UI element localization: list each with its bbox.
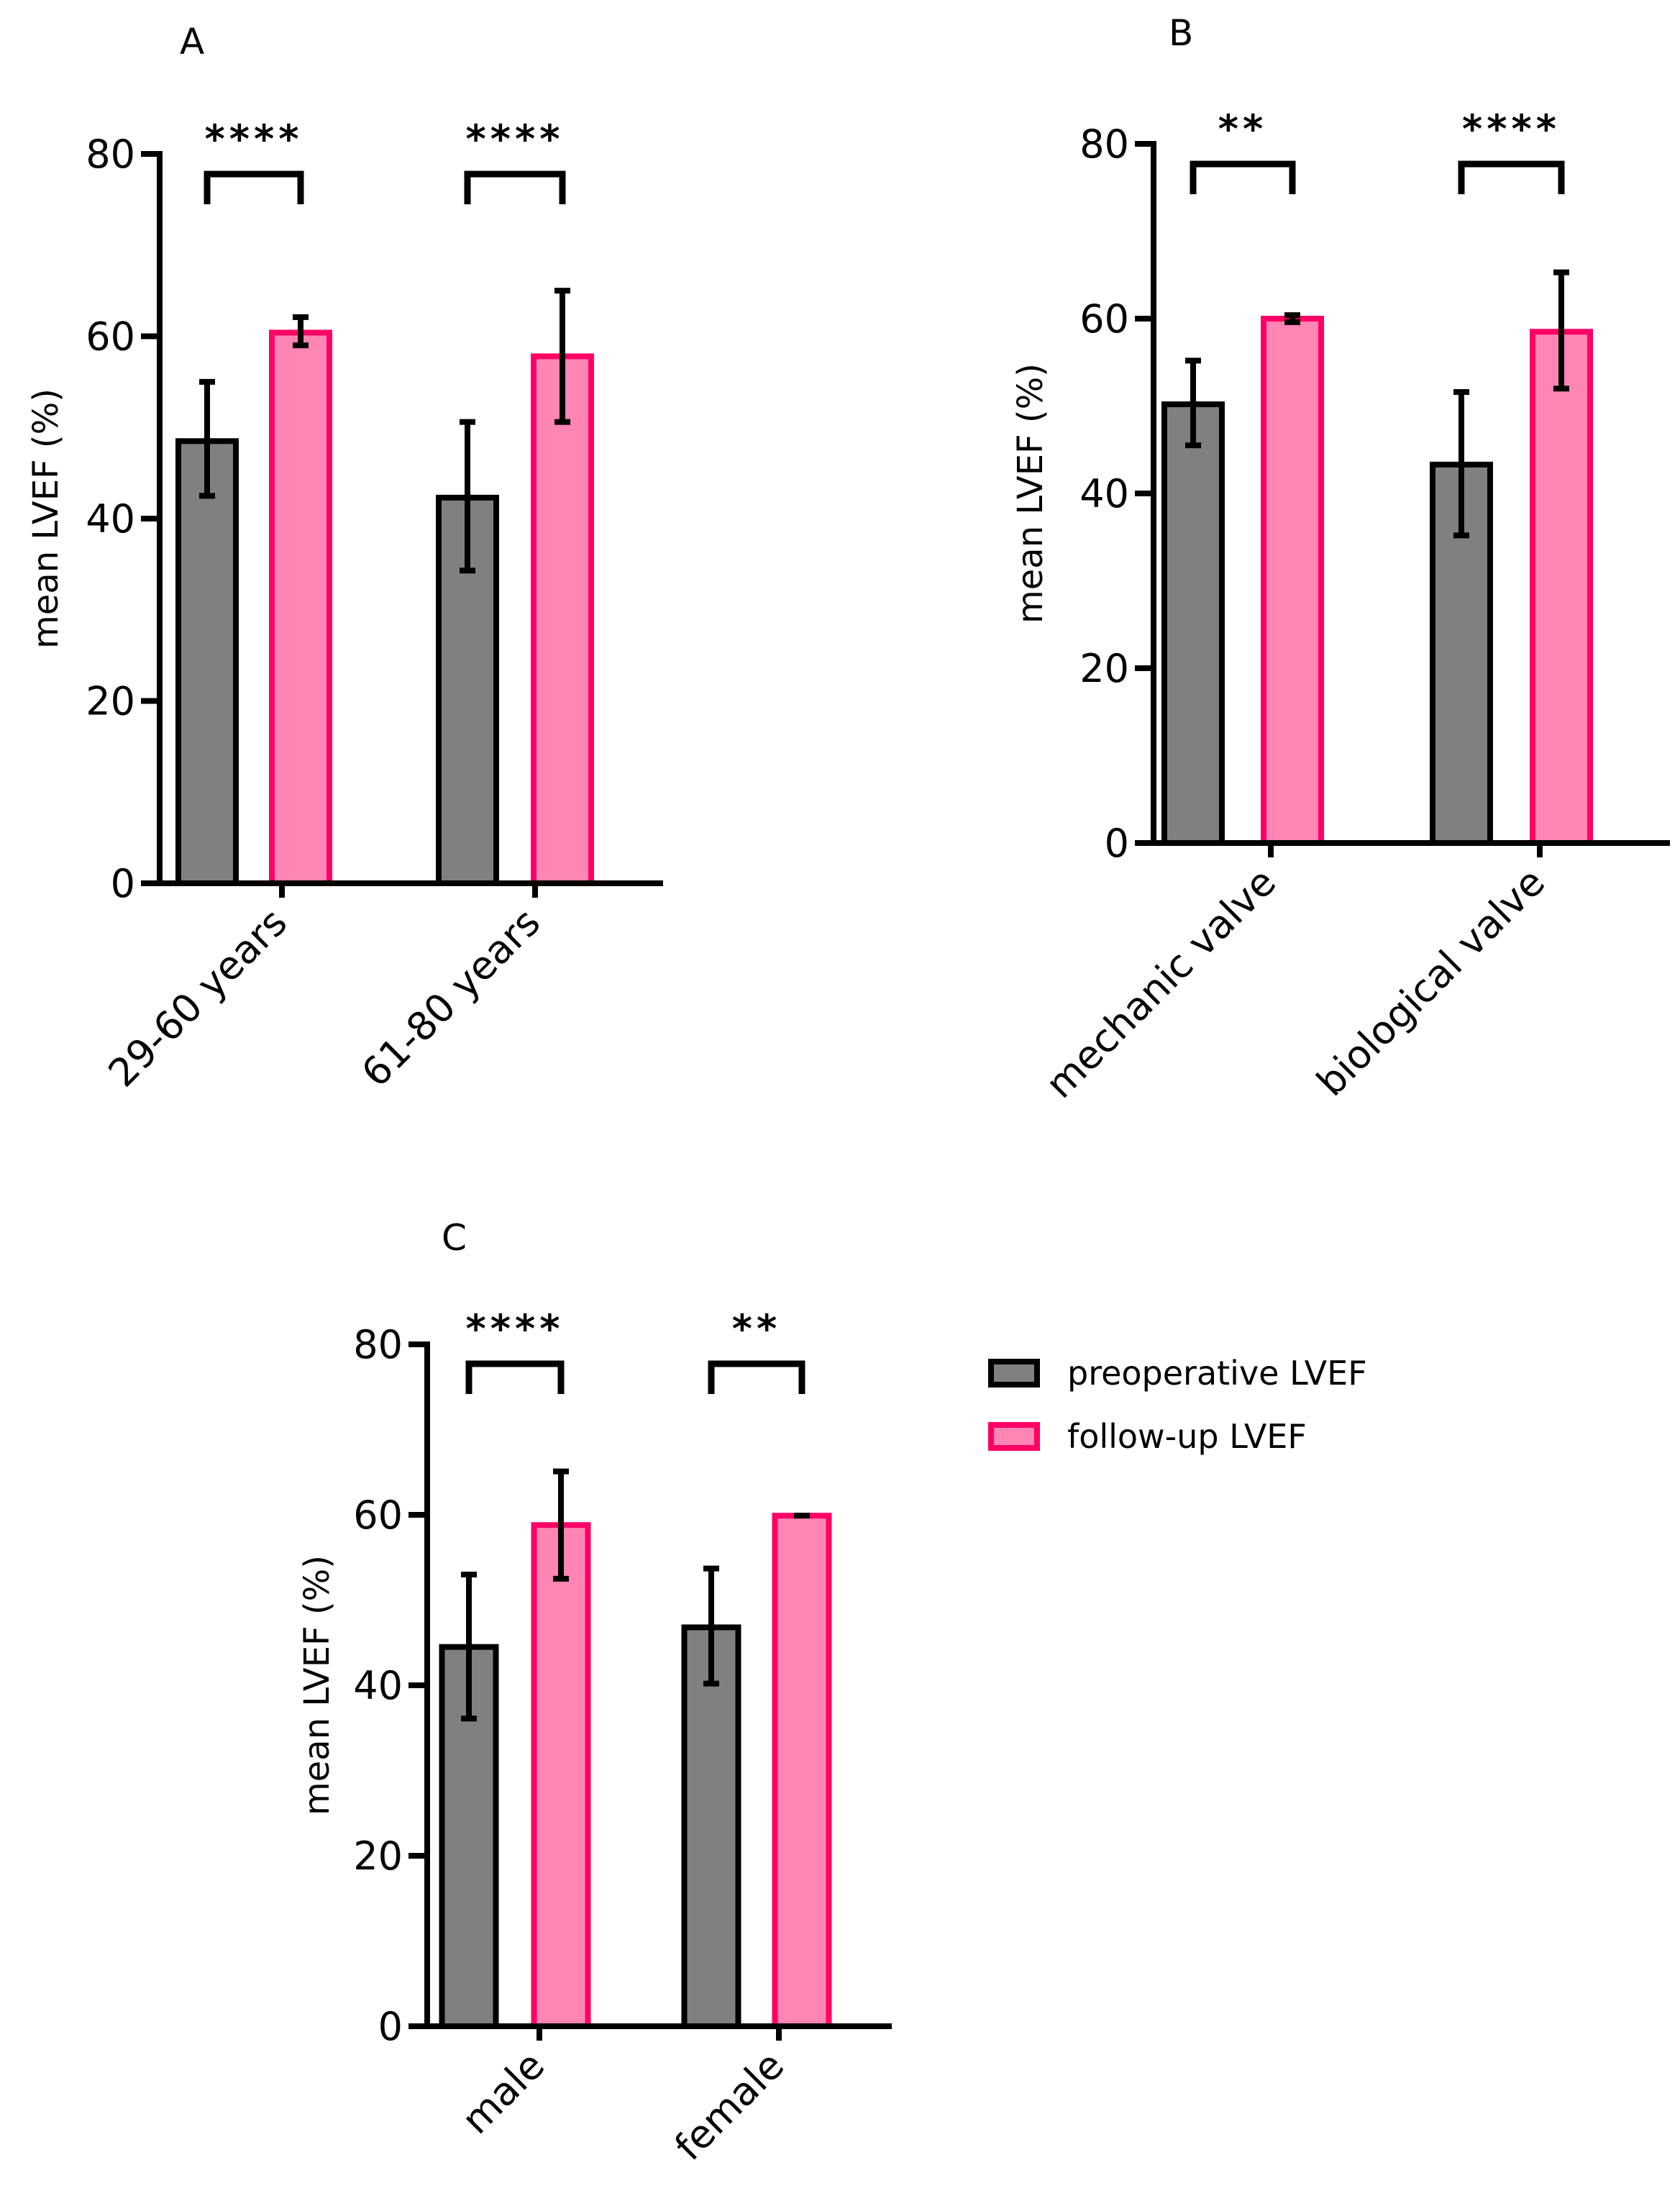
bar [1161, 401, 1225, 846]
x-tick-label: 29-60 years [99, 900, 296, 1096]
x-tick-label: 61-80 years [352, 900, 549, 1096]
panel-letter: B [1169, 12, 1193, 54]
y-tick-label: 40 [1079, 471, 1129, 516]
significance-label: **** [205, 117, 303, 162]
significance-label: **** [466, 117, 565, 162]
bar [1261, 316, 1324, 846]
panel-letter: C [442, 1217, 467, 1259]
bar [269, 329, 332, 886]
legend-label-preoperative: preoperative LVEF [1067, 1354, 1367, 1393]
significance-bracket [1190, 160, 1296, 194]
y-tick-label: 60 [353, 1493, 403, 1538]
significance-label: ** [732, 1306, 781, 1352]
significance-label: **** [1462, 106, 1561, 152]
significance-bracket [464, 170, 566, 204]
bar [1530, 329, 1593, 847]
y-tick-label: 40 [86, 496, 135, 542]
y-tick-label: 60 [1079, 296, 1129, 342]
y-axis-title: mean LVEF (%) [297, 1555, 337, 1815]
significance-bracket [465, 1360, 565, 1394]
y-tick-label: 40 [353, 1663, 403, 1708]
bar [772, 1513, 832, 2030]
y-axis-title: mean LVEF (%) [26, 388, 66, 649]
y-tick-label: 80 [1079, 122, 1129, 167]
significance-label: ** [1218, 106, 1267, 152]
y-tick-label: 0 [1105, 821, 1129, 866]
x-tick-label: mechanic valve [1037, 860, 1284, 1107]
significance-bracket [708, 1360, 805, 1394]
y-tick-label: 20 [86, 679, 135, 724]
panel-letter: A [180, 21, 204, 63]
y-tick-label: 0 [111, 861, 135, 906]
y-axis-title: mean LVEF (%) [1010, 363, 1051, 624]
legend-label-followup: follow-up LVEF [1067, 1417, 1307, 1456]
significance-label: **** [466, 1306, 565, 1352]
x-tick-label: male [453, 2043, 553, 2143]
legend: preoperative LVEF follow-up LVEF [988, 1354, 1367, 1456]
bar [175, 438, 239, 886]
y-tick-label: 20 [353, 1833, 403, 1879]
legend-swatch-followup [988, 1422, 1040, 1451]
significance-bracket [1458, 160, 1565, 194]
bar [681, 1624, 741, 2029]
bar [531, 353, 594, 886]
y-tick-label: 0 [378, 2004, 403, 2049]
y-tick-label: 20 [1079, 646, 1129, 691]
x-tick-label: biological valve [1308, 860, 1553, 1105]
y-tick-label: 80 [353, 1322, 403, 1367]
y-tick-label: 60 [86, 314, 135, 360]
x-tick-label: female [666, 2043, 793, 2169]
significance-bracket [204, 170, 304, 204]
legend-swatch-preoperative [988, 1359, 1040, 1388]
y-tick-label: 80 [86, 132, 135, 177]
bar [531, 1522, 591, 2029]
